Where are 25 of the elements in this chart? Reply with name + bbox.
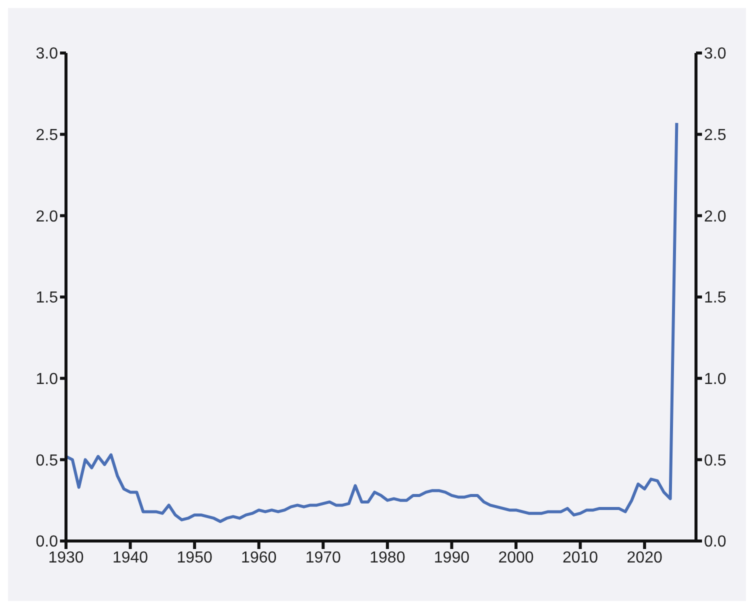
y-tick-label: 0.5 xyxy=(36,452,58,470)
y2-tick-label: 3.0 xyxy=(704,46,726,63)
y2-tick-label: 0.0 xyxy=(704,534,726,551)
x-tick-label: 2020 xyxy=(626,549,662,566)
x-tick-label: 1940 xyxy=(112,549,148,566)
y-tick-label: 2.5 xyxy=(36,127,58,144)
x-tick-label: 1970 xyxy=(305,549,342,566)
x-tick-label: 1990 xyxy=(434,549,470,566)
x-tick-label: 1980 xyxy=(370,549,406,566)
line-series xyxy=(66,121,678,523)
x-tick-label: 1950 xyxy=(176,549,212,566)
y2-tick-label: 0.5 xyxy=(704,452,726,470)
y-tick-label: 0.0 xyxy=(36,534,58,551)
y-tick-label: 2.0 xyxy=(36,208,58,226)
y2-tick-label: 2.5 xyxy=(704,127,726,144)
x-tick-label: 1930 xyxy=(48,549,84,566)
x-tick-label: 1960 xyxy=(241,549,277,566)
y-tick-label: 1.0 xyxy=(36,371,58,388)
y2-tick-label: 2.0 xyxy=(704,208,726,226)
y2-tick-label: 1.0 xyxy=(704,371,726,388)
y-tick-label: 1.5 xyxy=(36,290,58,307)
x-tick-label: 2010 xyxy=(562,549,598,566)
x-tick-label: 2000 xyxy=(498,549,534,566)
y-tick-label: 3.0 xyxy=(36,46,58,63)
y2-tick-label: 1.5 xyxy=(704,290,726,307)
